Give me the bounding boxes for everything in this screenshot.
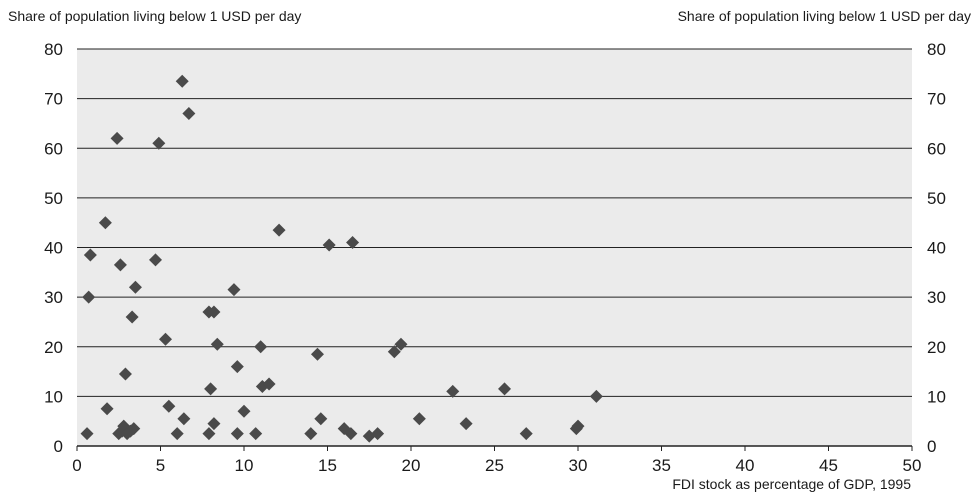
y-tick-label-left: 10 xyxy=(44,387,63,406)
y-tick-label-right: 80 xyxy=(927,40,946,59)
y-tick-label-right: 70 xyxy=(927,90,946,109)
data-point xyxy=(346,236,360,250)
data-point xyxy=(148,253,162,267)
data-point xyxy=(82,290,96,304)
y-axis-title-right: Share of population living below 1 USD p… xyxy=(677,8,971,24)
data-point xyxy=(125,310,139,324)
y-tick-label-left: 70 xyxy=(44,90,63,109)
x-tick-label: 45 xyxy=(819,456,838,475)
data-point xyxy=(98,216,112,230)
data-point xyxy=(304,427,318,441)
data-point xyxy=(589,389,603,403)
data-point xyxy=(159,332,173,346)
data-point xyxy=(314,412,328,426)
x-tick-label: 0 xyxy=(72,456,81,475)
data-point xyxy=(272,223,286,237)
y-tick-label-left: 80 xyxy=(44,40,63,59)
data-point xyxy=(182,107,196,121)
y-tick-label-right: 0 xyxy=(927,437,936,456)
data-point xyxy=(227,283,241,297)
data-point xyxy=(519,427,533,441)
data-point xyxy=(210,337,224,351)
data-point xyxy=(262,377,276,391)
data-point xyxy=(113,258,127,272)
data-point xyxy=(322,238,336,252)
y-tick-label-right: 60 xyxy=(927,139,946,158)
data-point xyxy=(412,412,426,426)
data-point xyxy=(162,399,176,413)
y-tick-label-left: 30 xyxy=(44,288,63,307)
data-point xyxy=(80,427,94,441)
x-tick-label: 15 xyxy=(318,456,337,475)
data-point xyxy=(127,422,141,436)
data-point xyxy=(175,74,189,88)
data-point xyxy=(394,337,408,351)
x-tick-label: 30 xyxy=(569,456,588,475)
data-point xyxy=(204,382,218,396)
data-point xyxy=(118,367,132,381)
y-tick-label-left: 50 xyxy=(44,189,63,208)
x-ticks: 0 5 10 15 20 25 30 35 40 45 50 xyxy=(72,446,921,475)
data-point xyxy=(230,360,244,374)
y-tick-label-right: 20 xyxy=(927,338,946,357)
data-point xyxy=(83,248,97,262)
data-point xyxy=(207,305,221,319)
y-tick-label-left: 40 xyxy=(44,239,63,258)
data-point xyxy=(230,427,244,441)
y-ticks-right: 0 10 20 30 40 50 60 70 80 xyxy=(927,40,946,456)
data-point xyxy=(571,419,585,433)
data-point xyxy=(344,427,358,441)
data-point xyxy=(498,382,512,396)
data-point xyxy=(100,402,114,416)
x-axis-title: FDI stock as percentage of GDP, 1995 xyxy=(672,476,911,492)
data-point xyxy=(202,427,216,441)
data-point xyxy=(237,404,251,418)
y-tick-label-left: 20 xyxy=(44,338,63,357)
data-point xyxy=(249,427,263,441)
data-point xyxy=(446,384,460,398)
data-point xyxy=(254,340,268,354)
y-tick-label-right: 40 xyxy=(927,239,946,258)
x-tick-label: 20 xyxy=(402,456,421,475)
data-point xyxy=(371,427,385,441)
x-tick-label: 25 xyxy=(485,456,504,475)
data-point xyxy=(207,417,221,431)
x-tick-label: 10 xyxy=(235,456,254,475)
data-points xyxy=(80,74,603,443)
y-axis-title-left: Share of population living below 1 USD p… xyxy=(8,8,302,24)
y-tick-label-right: 50 xyxy=(927,189,946,208)
x-tick-label: 35 xyxy=(652,456,671,475)
data-point xyxy=(387,345,401,359)
x-tick-label: 5 xyxy=(156,456,165,475)
y-ticks-left: 0 10 20 30 40 50 60 70 80 xyxy=(44,40,63,456)
data-point xyxy=(459,417,473,431)
y-tick-label-left: 60 xyxy=(44,139,63,158)
data-point xyxy=(128,280,142,294)
data-point xyxy=(177,412,191,426)
y-tick-label-right: 30 xyxy=(927,288,946,307)
y-tick-label-left: 0 xyxy=(54,437,63,456)
data-point xyxy=(152,136,166,150)
y-tick-label-right: 10 xyxy=(927,387,946,406)
data-point xyxy=(110,131,124,145)
data-point xyxy=(310,347,324,361)
data-point xyxy=(170,427,184,441)
x-tick-label: 40 xyxy=(736,456,755,475)
x-tick-label: 50 xyxy=(903,456,922,475)
